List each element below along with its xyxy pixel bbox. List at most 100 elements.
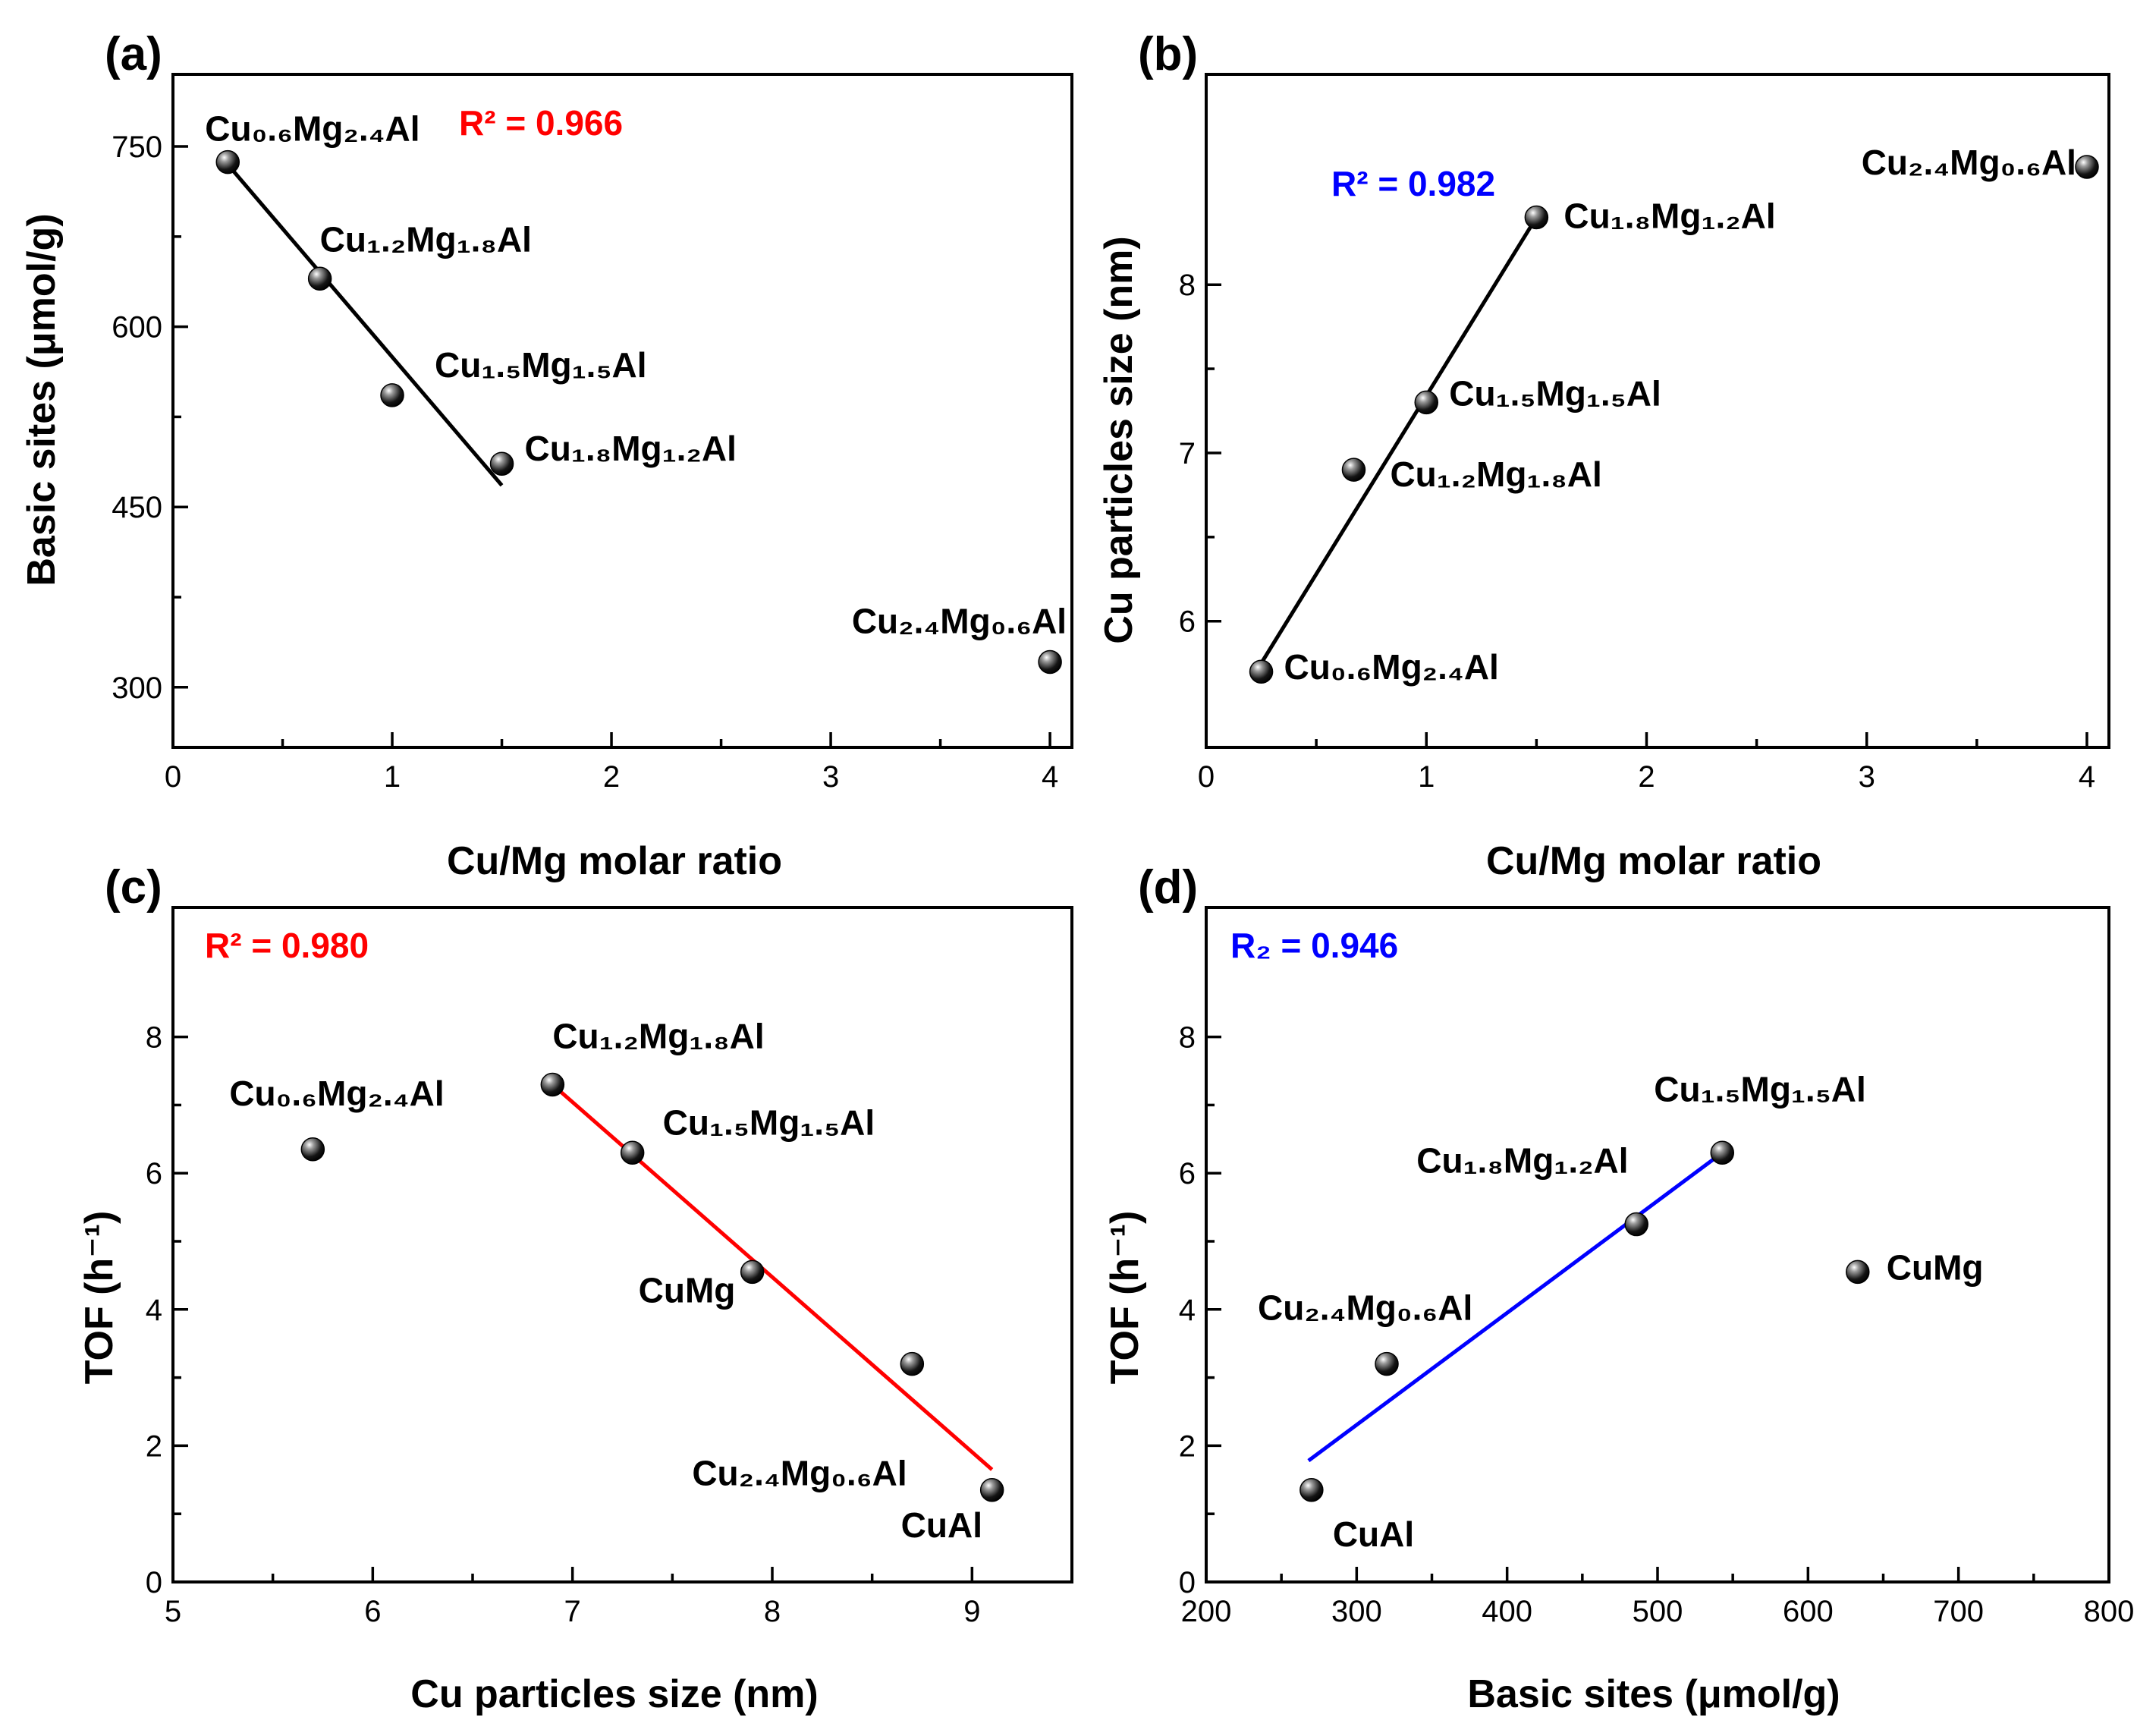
x-tick-label: 7: [564, 1595, 581, 1628]
plot-frame: [171, 73, 1073, 749]
data-point: [1341, 458, 1366, 482]
y-tick-label: 450: [112, 491, 162, 524]
data-label: Cu₁.₈Mg₁.₂Al: [1416, 1141, 1628, 1181]
x-axis-label-d: Basic sites (μmol/g): [1467, 1672, 1840, 1716]
x-tick-label: 600: [1783, 1595, 1834, 1628]
data-label: Cu₁.₅Mg₁.₅Al: [435, 345, 647, 385]
y-tick-label: 4: [146, 1294, 162, 1327]
data-label: Cu₁.₂Mg₁.₈Al: [320, 219, 532, 259]
x-tick-label: 4: [1042, 760, 1058, 794]
data-point: [540, 1072, 565, 1097]
y-tick-label: 600: [112, 311, 162, 344]
x-tick-label: 0: [1198, 760, 1215, 794]
x-tick-label: 300: [1331, 1595, 1382, 1628]
panel-label-d: (d): [1138, 861, 1198, 914]
x-tick-label: 400: [1482, 1595, 1532, 1628]
data-label: CuMg: [639, 1270, 736, 1310]
y-axis-label-a: Basic sites (μmol/g): [20, 213, 64, 586]
x-tick-label: 2: [1638, 760, 1655, 794]
x-tick-label: 0: [165, 760, 181, 794]
data-point: [215, 149, 240, 175]
data-label: Cu₁.₂Mg₁.₈Al: [1390, 454, 1601, 494]
x-tick-label: 2: [603, 760, 620, 794]
data-point: [1414, 390, 1438, 415]
y-tick-label: 8: [1179, 269, 1196, 302]
y-tick-label: 750: [112, 131, 162, 164]
r2-annotation: R₂ = 0.946: [1230, 926, 1398, 965]
y-axis-label-b: Cu particles size (nm): [1097, 236, 1141, 643]
panel-label-c: (c): [105, 861, 162, 914]
x-axis-label-c: Cu particles size (nm): [410, 1672, 818, 1716]
y-tick-label: 4: [1179, 1294, 1196, 1327]
data-label: Cu₁.₈Mg₁.₂Al: [525, 429, 737, 468]
data-point: [900, 1351, 925, 1376]
panel-a: (a) Cu/Mg molar ratio Basic sites (μmol/…: [20, 28, 782, 883]
panel-b: (b) Cu/Mg molar ratio Cu particles size …: [1097, 28, 1821, 883]
x-tick-label: 8: [764, 1595, 781, 1628]
data-label: Cu₀.₆Mg₂.₄Al: [1284, 647, 1499, 687]
x-tick-label: 5: [165, 1595, 181, 1628]
plot-c: 5 6 7 8 9 0 2 4 6 8 Cu₀.₆Mg₂.₄Al Cu₁.₂Mg₁.₈Al Cu₁.₅M…: [146, 906, 1073, 1628]
fit-line: [551, 1083, 994, 1471]
data-label: CuMg: [1887, 1247, 1984, 1287]
data-label: Cu₀.₆Mg₂.₄Al: [205, 109, 420, 149]
plot-frame: [171, 906, 1073, 1583]
y-tick-label: 0: [1179, 1566, 1196, 1599]
data-point: [1846, 1260, 1870, 1285]
data-label: Cu₀.₆Mg₂.₄Al: [229, 1074, 444, 1113]
plot-a: 0 1 2 3 4 300 450 600 750 Cu₀.₆Mg₂.₄Al Cu₁.₂Mg₁.₈A…: [112, 73, 1073, 794]
panel-label-b: (b): [1138, 28, 1198, 80]
fit-line: [226, 163, 504, 487]
data-label: Cu₁.₅Mg₁.₅Al: [1449, 373, 1661, 413]
y-tick-label: 2: [146, 1429, 162, 1463]
y-tick-label: 7: [1179, 437, 1196, 470]
data-point: [1524, 205, 1549, 230]
y-tick-label: 6: [1179, 605, 1196, 639]
data-point: [489, 451, 514, 476]
data-label: Cu₁.₅Mg₁.₅Al: [663, 1102, 875, 1142]
x-tick-label: 800: [2084, 1595, 2135, 1628]
x-tick-label: 200: [1181, 1595, 1232, 1628]
r2-annotation: R² = 0.982: [1331, 164, 1495, 203]
y-tick-label: 6: [146, 1157, 162, 1190]
x-tick-label: 3: [822, 760, 839, 794]
data-label: Cu₂.₄Mg₀.₆Al: [1862, 143, 2076, 182]
data-point: [979, 1478, 1004, 1502]
data-point: [1038, 649, 1062, 675]
data-label: Cu₂.₄Mg₀.₆Al: [1258, 1288, 1472, 1328]
x-tick-label: 9: [963, 1595, 980, 1628]
x-tick-label: 700: [1933, 1595, 1984, 1628]
x-axis-label-b: Cu/Mg molar ratio: [1486, 839, 1821, 883]
x-axis-label-a: Cu/Mg molar ratio: [447, 839, 782, 883]
plot-frame: [1205, 906, 2110, 1583]
x-tick-label: 4: [2079, 760, 2095, 794]
data-point: [380, 383, 404, 407]
data-point: [2075, 155, 2099, 179]
data-label: Cu₁.₈Mg₁.₂Al: [1563, 196, 1775, 235]
fit-line: [1307, 1151, 1724, 1463]
data-point: [740, 1260, 765, 1285]
data-label: Cu₁.₂Mg₁.₈Al: [552, 1016, 764, 1055]
plot-b: 0 1 2 3 4 6 7 8 Cu₀.₆Mg₂.₄Al Cu₁.₂Mg₁.₈Al Cu₁.₅Mg₁…: [1179, 73, 2110, 794]
plot-frame: [1205, 73, 2110, 749]
y-tick-label: 2: [1179, 1429, 1196, 1463]
data-point: [1710, 1140, 1735, 1165]
data-label: Cu₂.₄Mg₀.₆Al: [852, 602, 1067, 641]
y-tick-label: 0: [146, 1566, 162, 1599]
x-tick-label: 3: [1859, 760, 1875, 794]
y-axis-label-d: TOF (h⁻¹): [1103, 1211, 1147, 1385]
y-tick-label: 8: [146, 1021, 162, 1055]
x-tick-label: 1: [384, 760, 401, 794]
data-point: [307, 266, 332, 291]
panel-label-a: (a): [105, 28, 162, 80]
r2-annotation: R² = 0.980: [205, 926, 369, 965]
data-point: [300, 1137, 325, 1162]
data-point: [1299, 1478, 1324, 1502]
y-tick-label: 300: [112, 671, 162, 705]
y-tick-label: 8: [1179, 1021, 1196, 1055]
fit-line: [1259, 216, 1538, 665]
x-tick-label: 6: [364, 1595, 381, 1628]
r2-annotation: R² = 0.966: [459, 103, 623, 143]
data-label: Cu₁.₅Mg₁.₅Al: [1654, 1069, 1866, 1109]
